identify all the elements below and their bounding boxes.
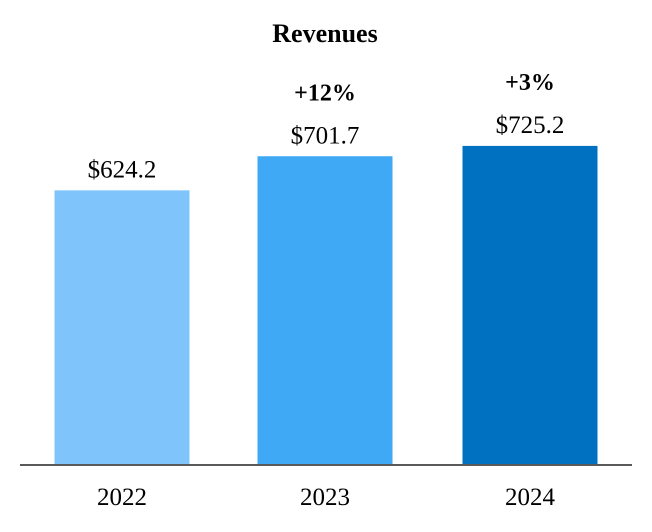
x-tick-label-2023: 2023: [300, 484, 350, 511]
growth-label-2023: +12%: [294, 80, 356, 106]
growth-label-2024: +3%: [505, 70, 555, 96]
bars-layer: [54, 145, 598, 466]
bar-2022: [54, 190, 190, 466]
value-label-2024: $725.2: [496, 112, 565, 139]
value-label-2023: $701.7: [291, 122, 360, 149]
x-tick-label-2024: 2024: [505, 484, 556, 511]
value-label-2022: $624.2: [88, 156, 157, 183]
bar-2024: [462, 145, 598, 466]
x-tick-label-2022: 2022: [97, 484, 147, 511]
bar-2023: [257, 156, 393, 465]
chart-title: Revenues: [272, 19, 377, 48]
x-tick-labels: 2022 2023 2024: [97, 484, 556, 511]
labels-layer: $624.2 $701.7 +12% $725.2 +3%: [88, 70, 565, 183]
